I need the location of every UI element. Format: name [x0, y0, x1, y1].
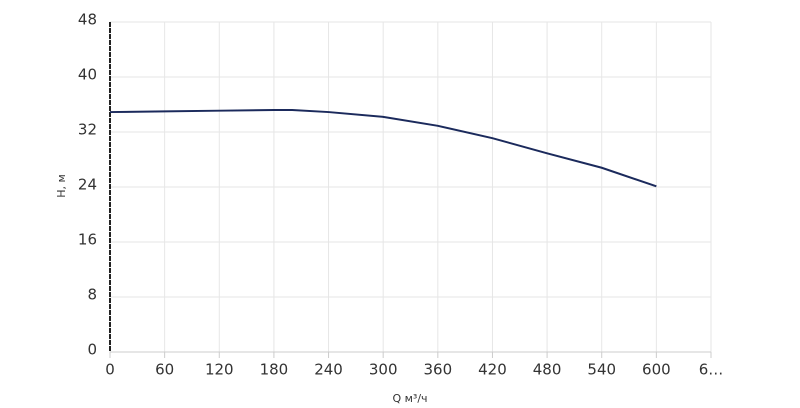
x-tick-label: 0 [105, 361, 115, 379]
line-series [109, 109, 657, 188]
x-tick-label: 360 [423, 361, 452, 379]
y-tick-label: 16 [78, 231, 97, 249]
y-axis-title: H, м [55, 174, 68, 198]
x-tick-label: 600 [642, 361, 671, 379]
y-tick-label: 40 [78, 66, 97, 84]
x-tick-label: 480 [533, 361, 562, 379]
x-tick-label: 180 [260, 361, 289, 379]
y-tick-label: 32 [78, 121, 97, 139]
x-tick-label: 300 [369, 361, 398, 379]
x-tick-label: 6… [699, 361, 724, 379]
x-tick-label: 120 [205, 361, 234, 379]
x-tick-label: 420 [478, 361, 507, 379]
y-tick-label: 24 [78, 176, 97, 194]
x-tick-label: 60 [155, 361, 174, 379]
x-tick-label: 540 [587, 361, 616, 379]
x-tick-label: 240 [314, 361, 343, 379]
y-tick-label: 0 [87, 341, 97, 359]
x-axis-title: Q м³/ч [392, 392, 427, 405]
y-tick-label: 48 [78, 11, 97, 29]
y-tick-label: 8 [87, 286, 97, 304]
